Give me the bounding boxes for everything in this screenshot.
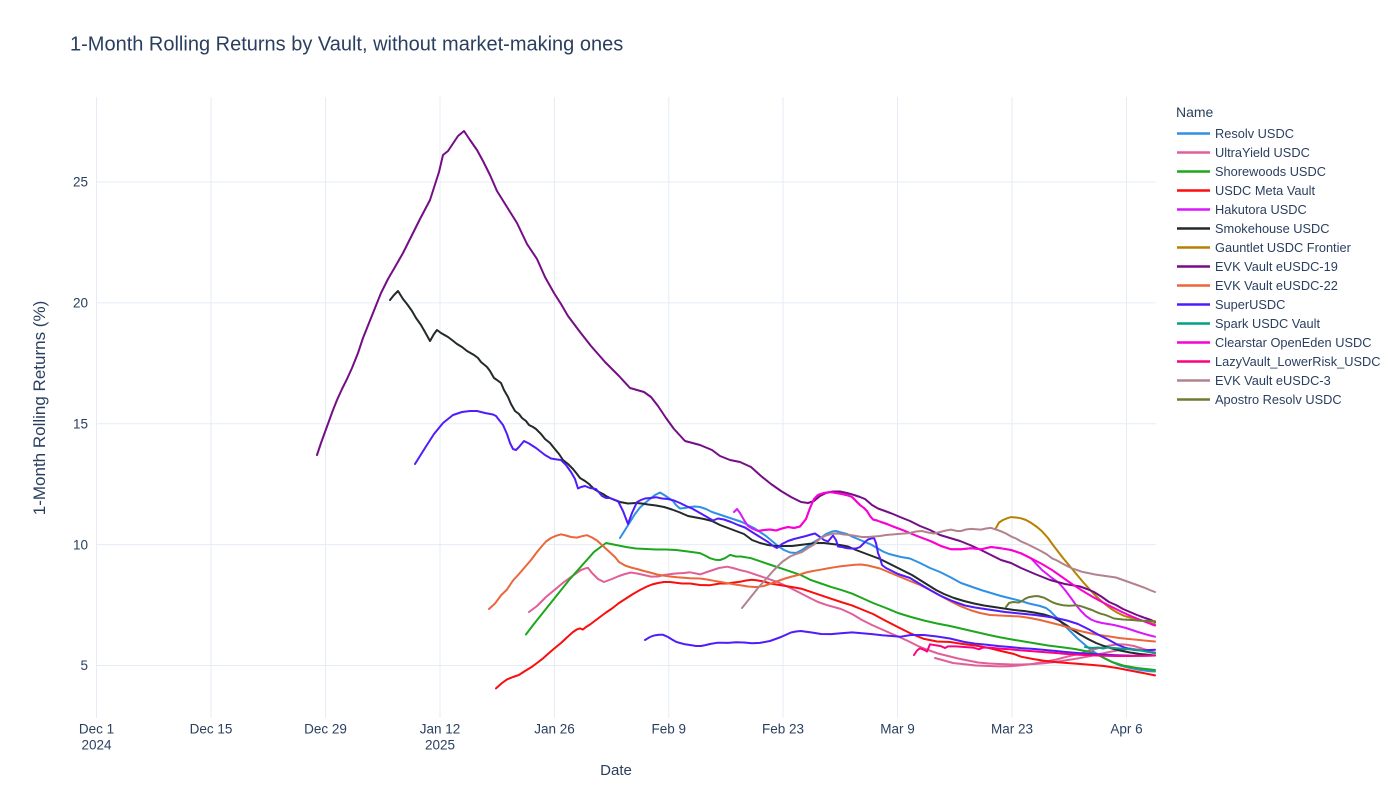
svg-text:UltraYield USDC: UltraYield USDC	[1215, 145, 1310, 160]
svg-text:Jan 26: Jan 26	[534, 722, 575, 737]
svg-text:15: 15	[73, 417, 88, 432]
svg-text:Shorewoods USDC: Shorewoods USDC	[1215, 164, 1326, 179]
svg-text:Resolv USDC: Resolv USDC	[1215, 126, 1294, 141]
svg-text:5: 5	[80, 658, 88, 673]
svg-text:Hakutora USDC: Hakutora USDC	[1215, 202, 1307, 217]
svg-text:Jan 12: Jan 12	[420, 722, 461, 737]
svg-text:Dec 1: Dec 1	[79, 722, 114, 737]
svg-text:EVK Vault eUSDC-3: EVK Vault eUSDC-3	[1215, 373, 1331, 388]
svg-text:Feb 23: Feb 23	[762, 722, 804, 737]
svg-text:Dec 15: Dec 15	[190, 722, 233, 737]
svg-text:Name: Name	[1176, 104, 1214, 120]
svg-text:Gauntlet USDC Frontier: Gauntlet USDC Frontier	[1215, 240, 1352, 255]
svg-text:20: 20	[73, 296, 88, 311]
svg-text:2024: 2024	[81, 738, 112, 753]
svg-text:Mar 23: Mar 23	[991, 722, 1033, 737]
svg-text:SuperUSDC: SuperUSDC	[1215, 297, 1285, 312]
svg-text:LazyVault_LowerRisk_USDC: LazyVault_LowerRisk_USDC	[1215, 354, 1380, 369]
svg-text:Spark USDC Vault: Spark USDC Vault	[1215, 316, 1320, 331]
svg-text:Apostro Resolv USDC: Apostro Resolv USDC	[1215, 392, 1342, 407]
svg-text:Clearstar OpenEden USDC: Clearstar OpenEden USDC	[1215, 335, 1371, 350]
svg-text:Apr 6: Apr 6	[1110, 722, 1142, 737]
svg-text:Feb 9: Feb 9	[652, 722, 687, 737]
svg-text:25: 25	[73, 175, 88, 190]
svg-text:Date: Date	[600, 762, 632, 779]
svg-text:USDC Meta Vault: USDC Meta Vault	[1215, 183, 1315, 198]
svg-text:EVK Vault eUSDC-22: EVK Vault eUSDC-22	[1215, 278, 1338, 293]
svg-text:Smokehouse USDC: Smokehouse USDC	[1215, 221, 1330, 236]
svg-text:2025: 2025	[425, 738, 455, 753]
svg-text:10: 10	[73, 537, 88, 552]
svg-text:1-Month Rolling Returns (%): 1-Month Rolling Returns (%)	[30, 301, 49, 515]
svg-text:Dec 29: Dec 29	[304, 722, 347, 737]
svg-text:EVK Vault eUSDC-19: EVK Vault eUSDC-19	[1215, 259, 1338, 274]
svg-text:1-Month Rolling Returns by Vau: 1-Month Rolling Returns by Vault, withou…	[70, 34, 623, 56]
svg-text:Mar 9: Mar 9	[880, 722, 915, 737]
